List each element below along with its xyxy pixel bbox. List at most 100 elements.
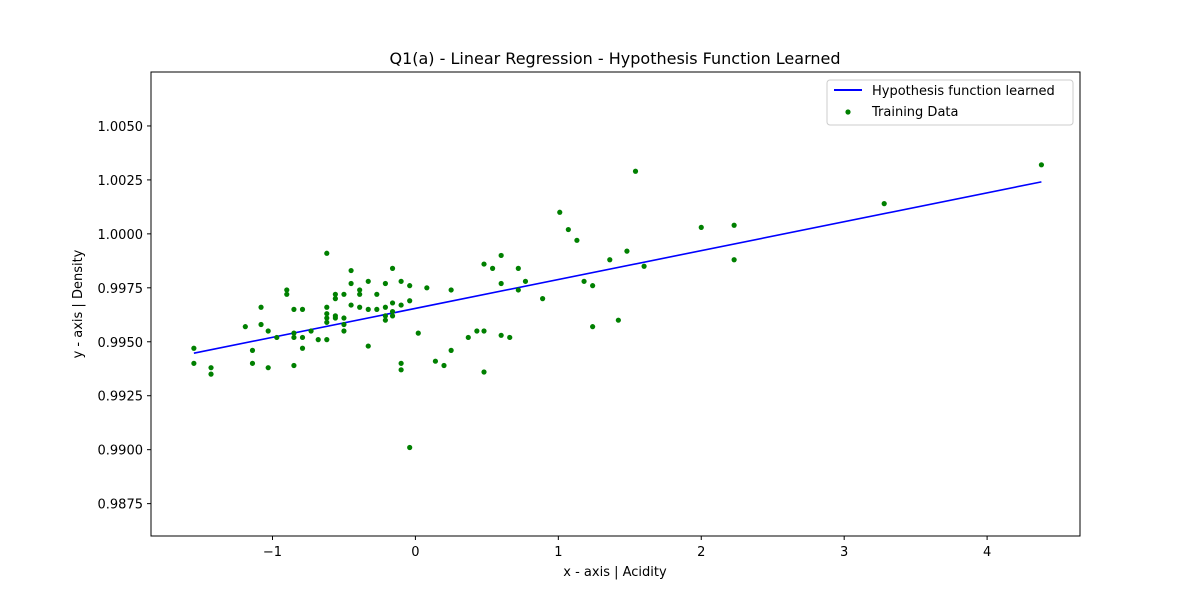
training-data-point (407, 444, 413, 451)
training-data-point (441, 362, 447, 369)
training-data-point (291, 330, 297, 336)
hypothesis-line (193, 181, 1042, 354)
legend-entry-training-data: Training Data (871, 105, 958, 120)
training-data-point (357, 287, 363, 293)
training-data-point (389, 300, 396, 306)
training-data-point (191, 345, 197, 351)
training-data-point (398, 360, 404, 366)
training-data-point (698, 224, 704, 230)
training-data-point (424, 285, 430, 291)
training-data-point (341, 291, 347, 297)
training-data-point (357, 291, 363, 297)
training-data-point (332, 296, 338, 302)
training-data-point (465, 334, 471, 341)
training-data-point (284, 287, 290, 293)
training-data-point (265, 328, 271, 334)
legend: Hypothesis function learned Training Dat… (826, 79, 1074, 126)
training-data-point (365, 278, 371, 284)
training-data-point (489, 265, 496, 271)
training-data-point (432, 358, 439, 364)
training-data-point (332, 291, 338, 297)
training-data-point (308, 328, 314, 334)
training-data-point (258, 321, 264, 328)
x-tick-label: 1 (554, 545, 562, 560)
training-data-point (590, 283, 596, 289)
training-data-point (590, 324, 596, 330)
training-data-point (407, 283, 413, 289)
training-data-point (315, 337, 321, 343)
training-data-point (291, 362, 297, 369)
chart-title: Q1(a) - Linear Regression - Hypothesis F… (389, 49, 840, 68)
training-data-point (557, 209, 563, 215)
training-data-point (498, 332, 504, 338)
training-data-point (574, 237, 580, 243)
training-data-point (357, 304, 363, 310)
training-data-point (731, 257, 737, 263)
training-data-point (581, 278, 587, 284)
x-tick-label: 2 (697, 545, 705, 560)
training-data-point (242, 324, 248, 330)
training-data-point (191, 360, 197, 366)
training-data-point (341, 321, 347, 328)
training-data-point (348, 280, 354, 287)
training-data-point (365, 306, 371, 312)
training-data-point (389, 313, 396, 319)
training-data-point (291, 334, 297, 341)
training-data-point (881, 201, 887, 207)
training-data-point (208, 371, 214, 377)
y-axis-ticks: 0.9875 0.9900 0.9925 0.9950 0.9975 1.0000 1.00… (98, 120, 151, 513)
training-data-point (389, 265, 396, 271)
training-data-point (382, 304, 388, 310)
y-axis-label: y - axis | Density (71, 249, 86, 358)
legend-box (826, 79, 1074, 126)
training-data-point (515, 287, 521, 293)
x-tick-label: 0 (411, 545, 419, 560)
training-data-point (407, 298, 413, 304)
training-data-point (731, 222, 737, 228)
training-data-point (324, 304, 330, 310)
training-data-point (481, 369, 487, 375)
training-data-point (324, 311, 330, 317)
training-data-point (565, 226, 571, 233)
legend-point-swatch (845, 109, 851, 115)
training-data-point (515, 265, 521, 271)
x-tick-label: 3 (840, 545, 848, 560)
training-data-point (415, 330, 421, 336)
training-data-point (291, 306, 297, 312)
training-data-point (448, 347, 454, 353)
training-data-point (332, 315, 338, 321)
training-data-point (258, 304, 264, 310)
training-data-point (299, 345, 306, 351)
training-data-point (324, 337, 330, 343)
training-data-point (299, 306, 306, 312)
legend-entry-hypothesis: Hypothesis function learned (872, 84, 1055, 99)
training-data-point (324, 319, 330, 325)
x-axis-label: x - axis | Acidity (563, 565, 667, 580)
training-data-point (284, 291, 290, 297)
training-data-point (398, 278, 404, 284)
x-axis-ticks: −1 0 1 2 3 4 (263, 536, 991, 560)
training-data-point (324, 315, 330, 321)
training-data-point (348, 302, 354, 308)
y-tick-label: 0.9975 (98, 282, 144, 297)
training-data-point (341, 315, 347, 321)
training-data-point (382, 313, 388, 319)
training-data-point (481, 328, 487, 334)
y-tick-label: 0.9950 (98, 336, 144, 351)
y-tick-label: 1.0000 (98, 228, 144, 243)
training-data-point (324, 250, 330, 256)
x-tick-label: 4 (983, 545, 991, 560)
training-data-point (389, 308, 396, 315)
training-data-point (265, 365, 271, 371)
training-data-point (382, 317, 388, 323)
training-data-point (615, 317, 621, 323)
training-data-point (341, 328, 347, 334)
training-data-point (641, 263, 647, 269)
training-data-point (607, 257, 613, 263)
training-data-point (299, 334, 306, 341)
training-data-point (208, 365, 214, 371)
training-data-point (474, 328, 480, 334)
x-tick-label: −1 (263, 545, 282, 560)
